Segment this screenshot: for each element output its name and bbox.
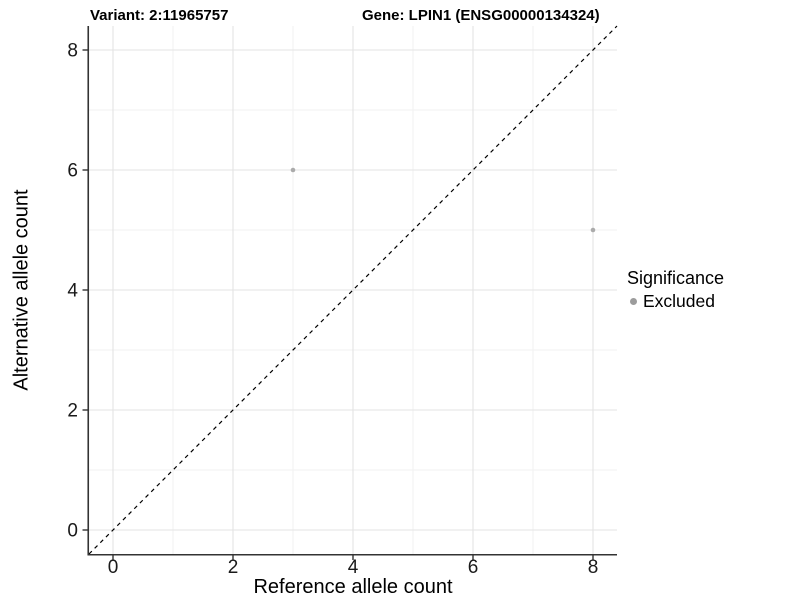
data-point xyxy=(290,167,296,173)
y-axis-title: Alternative allele count xyxy=(10,189,33,391)
legend-title: Significance xyxy=(627,268,725,288)
x-tick-label: 6 xyxy=(468,557,479,578)
y-tick-label: 4 xyxy=(67,281,78,302)
y-tick-label: 2 xyxy=(67,401,78,422)
variant-title: Variant: 2:11965757 xyxy=(90,7,229,24)
y-tick-label: 0 xyxy=(67,521,78,542)
gene-title: Gene: LPIN1 (ENSG00000134324) xyxy=(362,7,600,24)
x-tick-label: 2 xyxy=(228,557,239,578)
x-axis-title: Reference allele count xyxy=(253,576,453,598)
data-point xyxy=(590,227,596,233)
legend: Significance Excluded xyxy=(627,268,724,311)
legend-item-excluded: Excluded xyxy=(627,291,724,311)
legend-point-excluded-icon xyxy=(630,297,637,305)
legend-item-label: Excluded xyxy=(643,291,715,311)
x-tick-label: 0 xyxy=(108,557,119,578)
x-tick-label: 4 xyxy=(348,557,359,578)
y-tick-label: 8 xyxy=(67,41,78,62)
y-tick-label: 6 xyxy=(67,161,78,182)
x-tick-label: 8 xyxy=(588,557,599,578)
